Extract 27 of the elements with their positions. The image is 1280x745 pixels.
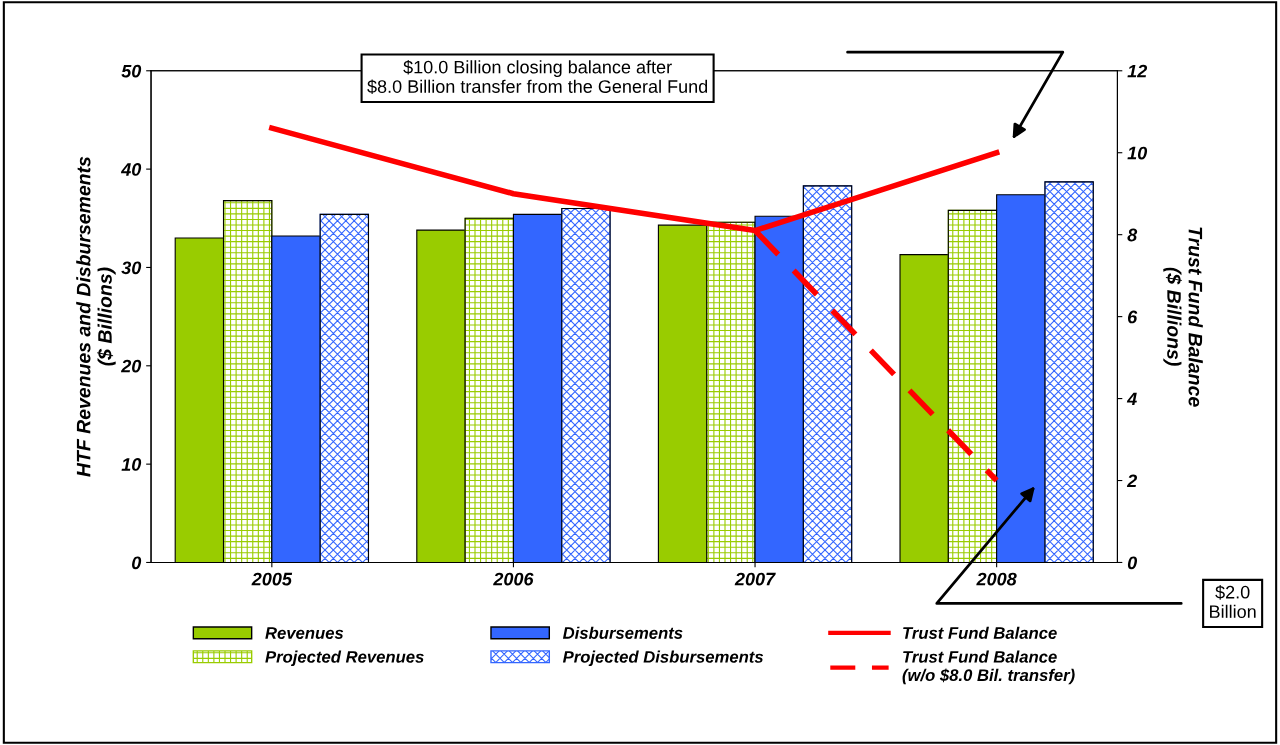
- y-tick-label: 10: [121, 458, 142, 471]
- y-tick-label: 30: [121, 261, 142, 275]
- y2-tick-label: 10: [1127, 146, 1148, 160]
- legend-label: Projected Revenues: [265, 650, 424, 667]
- annotation: $10.0 Billion closing balance after $8.0 Billion transfer from the General Fund: [367, 59, 708, 95]
- x-tick-label: 2005: [251, 572, 293, 586]
- legend-label: Trust Fund Balance: [903, 626, 1057, 639]
- x-tick-label: 2008: [976, 572, 1017, 586]
- y2-tick-label: 4: [1126, 392, 1137, 406]
- legend-label: Revenues: [265, 627, 344, 639]
- legend-label: Disbursements: [562, 626, 683, 639]
- y-tick-label: 0: [132, 556, 142, 570]
- y-axis-title: HTF Revenues and Disbursements ($ Billions): [76, 156, 116, 477]
- legend-label: Projected Disbursements: [562, 650, 764, 667]
- y2-tick-label: 0: [1127, 556, 1138, 570]
- legend-label: Trust Fund Balance (w/o $8.0 Bil. transfer): [902, 650, 1075, 685]
- y-tick-label: 40: [120, 163, 142, 176]
- y2-tick-label: 8: [1127, 228, 1138, 242]
- y2-axis-title: Trust Fund Balance ($ Billions): [1163, 227, 1203, 407]
- y2-tick-label: 6: [1128, 310, 1138, 324]
- text: $2.0 Billion: [1210, 585, 1256, 619]
- y2-tick-label: 2: [1126, 474, 1138, 488]
- y2-tick-label: 12: [1127, 64, 1148, 78]
- x-tick-label: 2006: [493, 572, 534, 586]
- x-tick-label: 2007: [734, 572, 776, 586]
- y-tick-label: 50: [121, 64, 142, 78]
- y-tick-label: 20: [120, 359, 142, 373]
